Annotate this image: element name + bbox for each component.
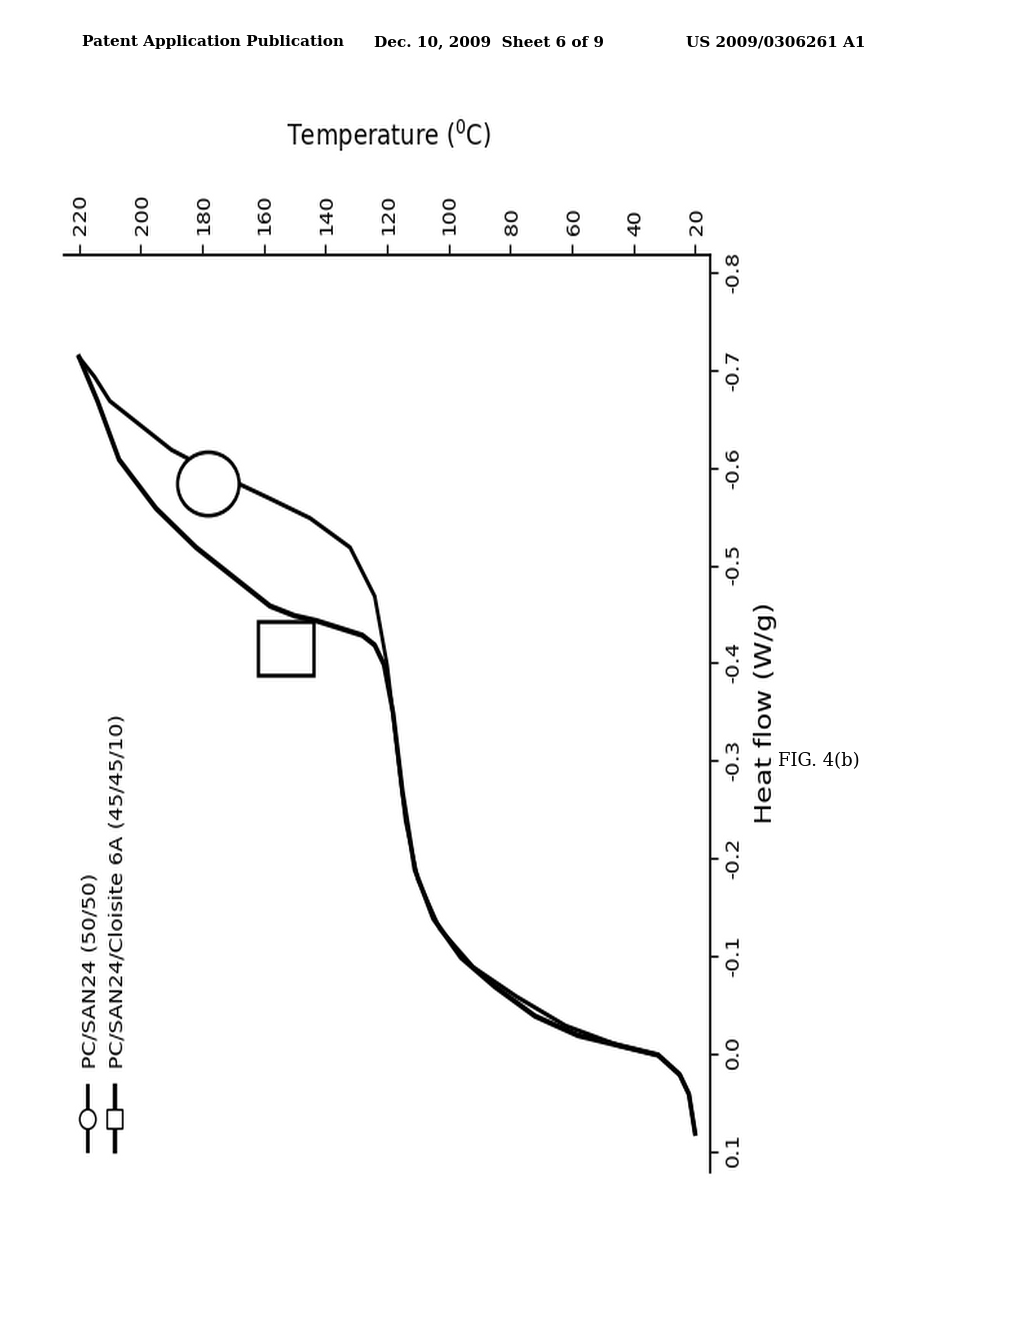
Text: Dec. 10, 2009  Sheet 6 of 9: Dec. 10, 2009 Sheet 6 of 9	[374, 36, 604, 49]
Text: Patent Application Publication: Patent Application Publication	[82, 36, 344, 49]
Text: FIG. 4(b): FIG. 4(b)	[778, 751, 860, 770]
Text: US 2009/0306261 A1: US 2009/0306261 A1	[686, 36, 865, 49]
